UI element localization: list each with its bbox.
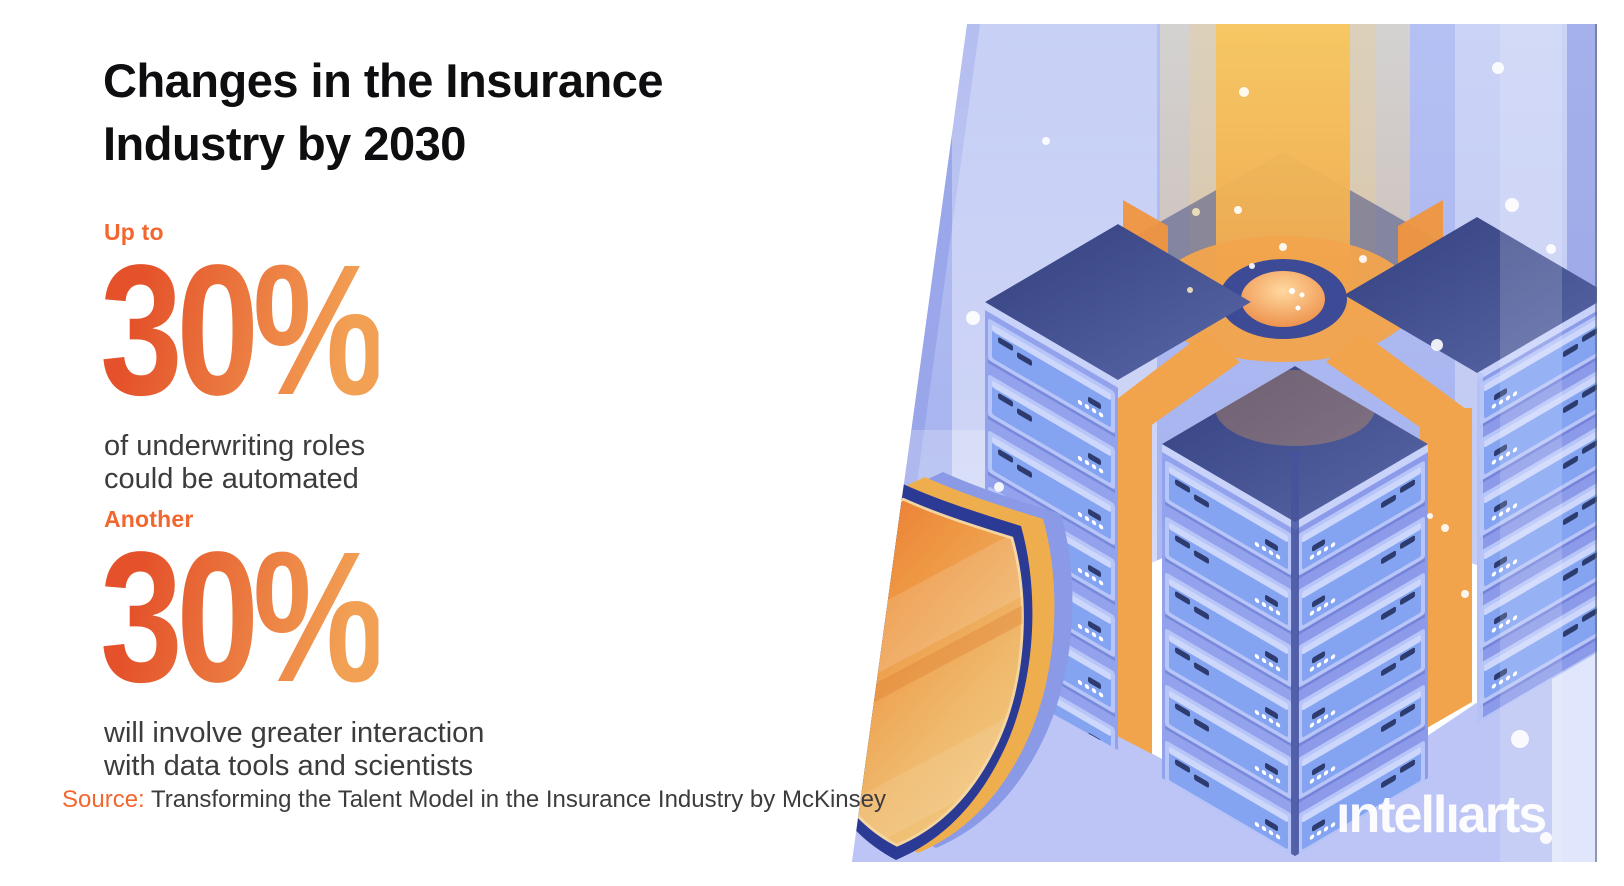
page-title: Changes in the Insurance Industry by 2030 xyxy=(103,50,803,175)
stat-prefix: Up to xyxy=(104,219,164,245)
stat-value: 30% xyxy=(100,227,385,434)
stat-description: will involve greater interaction with dat… xyxy=(104,717,485,783)
source-line: Source: Transforming the Talent Model in… xyxy=(62,786,886,814)
intelliarts-logo: ıntellıarts xyxy=(1336,786,1547,844)
source-text: Transforming the Talent Model in the Ins… xyxy=(150,786,886,813)
stat-prefix: Another xyxy=(104,506,194,532)
page-title-line1: Changes in the Insurance xyxy=(103,54,663,107)
text-panel: Changes in the Insurance Industry by 2030… xyxy=(62,50,886,813)
shield-face-stripes xyxy=(852,516,1023,846)
stat-block-data-interaction: Another 30% will involve greater interac… xyxy=(100,506,485,783)
stat-block-automation: Up to 30% of underwriting roles could be … xyxy=(100,219,448,496)
server-tower-right xyxy=(1344,217,1597,723)
particles xyxy=(926,62,1556,844)
illustration-panel xyxy=(852,24,1597,862)
portal-ring xyxy=(1151,236,1415,362)
stat-description: of underwriting roles could be automated xyxy=(104,430,366,496)
page-title-line2: Industry by 2030 xyxy=(103,116,466,170)
source-label: Source: xyxy=(62,786,145,813)
panel-right-edge xyxy=(1595,24,1597,862)
light-band-overlay xyxy=(1500,24,1562,862)
stat-value: 30% xyxy=(100,514,385,721)
